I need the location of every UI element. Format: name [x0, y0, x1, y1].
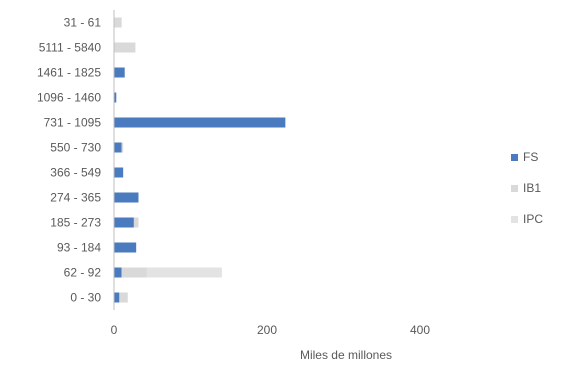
legend-swatch-ipc: [511, 216, 518, 223]
bar-ib1: [114, 43, 135, 53]
bars: [114, 18, 285, 303]
legend-swatch-ib1: [511, 185, 518, 192]
y-tick-label: 62 - 92: [64, 266, 102, 280]
y-tick-label: 93 - 184: [57, 241, 101, 255]
y-tick-label: 1096 - 1460: [37, 91, 101, 105]
bar-ib1: [134, 218, 139, 228]
y-tick-label: 731 - 1095: [44, 116, 102, 130]
y-tick-label: 274 - 365: [50, 191, 101, 205]
bar-fs: [114, 218, 134, 228]
bar-ib1: [122, 143, 124, 153]
bar-fs: [114, 168, 123, 178]
bar-ib1: [119, 293, 127, 303]
y-tick-labels: 31 - 61 5111 - 5840 1461 - 1825 1096 - 1460…: [37, 16, 101, 305]
bar-ib1: [122, 268, 147, 278]
bar-ib1: [114, 18, 122, 28]
y-tick-label: 5111 - 5840: [39, 41, 102, 55]
y-tick-label: 1461 - 1825: [37, 66, 101, 80]
x-tick-label: 0: [111, 323, 118, 337]
x-tick-labels: 0 200 400: [111, 323, 431, 337]
bar-fs: [114, 143, 122, 153]
x-axis-title: Miles de millones: [300, 348, 392, 362]
y-tick-label: 31 - 61: [64, 16, 102, 30]
y-tick-label: 366 - 549: [50, 166, 101, 180]
y-tick-label: 0 - 30: [70, 291, 101, 305]
legend: FS IB1 IPC: [511, 150, 543, 226]
bar-fs: [114, 193, 138, 203]
legend-label-ipc: IPC: [523, 212, 543, 226]
bar-fs: [114, 68, 125, 78]
x-tick-label: 400: [410, 323, 430, 337]
bar-fs: [114, 118, 285, 128]
bar-fs: [114, 243, 136, 253]
bar-fs: [114, 268, 122, 278]
legend-label-fs: FS: [523, 150, 538, 164]
bar-ipc: [147, 268, 222, 278]
bar-fs: [114, 293, 119, 303]
x-tick-label: 200: [257, 323, 277, 337]
legend-label-ib1: IB1: [523, 181, 541, 195]
y-tick-label: 550 - 730: [50, 141, 101, 155]
legend-swatch-fs: [511, 154, 518, 161]
y-tick-label: 185 - 273: [50, 216, 101, 230]
